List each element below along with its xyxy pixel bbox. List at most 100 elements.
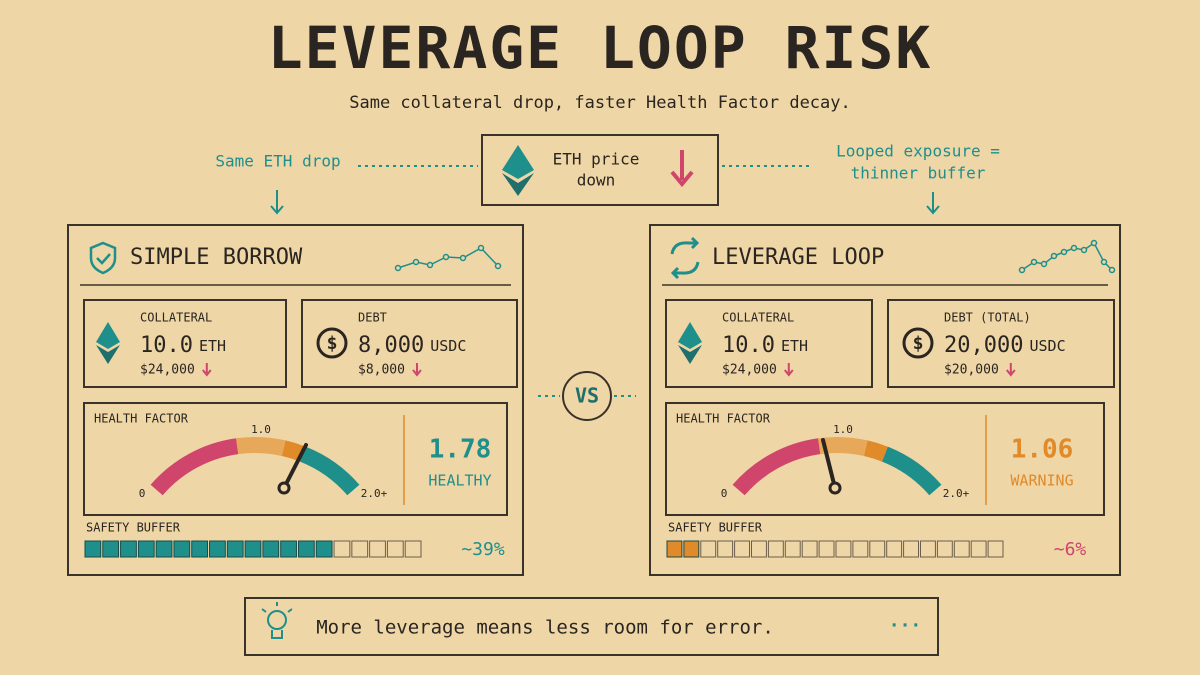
bulb-icon [261, 602, 293, 639]
vs-circle [562, 371, 612, 421]
buffer-segment [717, 540, 734, 558]
health-status: WARNING [1010, 472, 1073, 490]
card-amount: 10.0 ETH [140, 333, 226, 358]
center-box [481, 134, 719, 206]
spark-dot [1108, 266, 1116, 274]
panel-box [67, 224, 524, 576]
arrow [926, 192, 940, 215]
gauge-arc [732, 438, 821, 496]
buffer-segment [386, 540, 404, 558]
dots: ··· [889, 615, 922, 636]
buffer-segment [886, 540, 903, 558]
health-value: 1.78 [429, 435, 492, 465]
gauge-mid: 1.0 [833, 423, 853, 436]
spark-dot [442, 253, 450, 261]
buffer-segment [801, 540, 818, 558]
buffer-segment [315, 540, 333, 558]
buffer-segment [987, 540, 1004, 558]
buffer-segment [84, 540, 102, 558]
down-arrow [1006, 363, 1016, 377]
buffer-segment [869, 540, 886, 558]
dollar-icon [316, 327, 348, 359]
buffer-segment [120, 540, 137, 558]
sparkline [1021, 241, 1113, 271]
needle [282, 443, 308, 490]
spark-dot [477, 244, 485, 252]
buffer-segment [209, 540, 226, 558]
spark-dot [1080, 246, 1088, 254]
unit: ETH [199, 337, 226, 355]
panel: LEVERAGE LOOP COLLATERAL 10.0 ETH $24,000 $ DE… [649, 224, 1121, 576]
amount: 20,000 [944, 333, 1023, 358]
buffer-segment [751, 540, 767, 558]
buffer-segment [818, 540, 835, 558]
buffer-value: ~39% [461, 539, 505, 560]
panel: SIMPLE BORROW COLLATERAL 10.0 ETH $24,000 $ DE… [67, 224, 524, 576]
panel-title: LEVERAGE LOOP [712, 245, 884, 270]
buffer-segment [903, 540, 920, 558]
spark-dot [1030, 258, 1038, 266]
buffer-segment [155, 540, 173, 558]
eth-icon [502, 145, 534, 196]
gauge-arc [236, 437, 286, 457]
center-text: down [577, 171, 616, 190]
buffer-segment [970, 540, 987, 558]
card-box [887, 299, 1115, 388]
panel-box [649, 224, 1121, 576]
spark-dot [459, 254, 467, 262]
buffer-value: ~6% [1054, 539, 1087, 560]
card-label: DEBT (TOTAL) [944, 311, 1031, 325]
card-usd: $20,000 [944, 363, 999, 378]
dollar-icon [902, 327, 934, 359]
health-label: HEALTH FACTOR [94, 412, 189, 426]
card-box [301, 299, 518, 388]
gauge-arc [150, 438, 239, 496]
eth-icon [96, 322, 120, 349]
card-amount: 20,000 USDC [944, 333, 1066, 358]
spark-dot [1018, 266, 1026, 274]
unit: USDC [430, 337, 466, 355]
card-label: COLLATERAL [140, 311, 212, 325]
buffer-segment [835, 540, 852, 558]
spark-dot [494, 262, 502, 270]
needle [821, 438, 837, 490]
card-usd: $24,000 [140, 363, 195, 378]
buffer-segment [102, 540, 120, 558]
buffer-segment [244, 540, 262, 558]
card-label: DEBT [358, 311, 387, 325]
eth-icon [678, 345, 702, 364]
shield-icon [89, 241, 117, 275]
buffer-segment [784, 540, 801, 558]
unit: ETH [781, 337, 808, 355]
buffer-segment [920, 540, 936, 558]
right-note: thinner buffer [851, 164, 986, 183]
down-arrow [784, 363, 794, 377]
buffer-segment [351, 540, 369, 558]
buffer-segment [666, 540, 683, 558]
buffer-segment [852, 540, 869, 558]
loop-icon [670, 236, 700, 280]
card-box [665, 299, 873, 388]
buffer-segment [404, 540, 422, 558]
gauge-min: 0 [139, 487, 146, 500]
subtitle: Same collateral drop, faster Health Fact… [349, 93, 851, 113]
needle-pivot [277, 481, 291, 495]
health-label: HEALTH FACTOR [676, 412, 771, 426]
buffer-segment [280, 540, 297, 558]
gauge-arc [881, 446, 942, 496]
amount: 10.0 [140, 333, 193, 358]
unit: USDC [1029, 337, 1065, 355]
gauge-min: 0 [721, 487, 728, 500]
card-usd: $8,000 [358, 363, 405, 378]
card-amount: 10.0 ETH [722, 333, 808, 358]
card-amount: 8,000 USDC [358, 333, 466, 358]
buffer-segment [262, 540, 280, 558]
spark-dot [426, 261, 434, 269]
footer-box [244, 597, 939, 656]
buffer-segment [226, 540, 244, 558]
buffer-segment [137, 540, 155, 558]
spark-dot [1070, 244, 1078, 252]
gauge-arc [863, 440, 888, 462]
dollar-sign: $ [327, 333, 338, 354]
